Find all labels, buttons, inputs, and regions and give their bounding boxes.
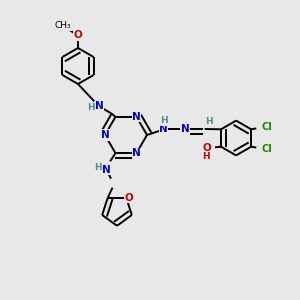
Text: Cl: Cl	[261, 122, 272, 132]
Text: N: N	[159, 124, 168, 134]
Text: Cl: Cl	[261, 144, 272, 154]
Text: CH₃: CH₃	[55, 21, 71, 30]
Text: H: H	[87, 103, 94, 112]
Text: N: N	[132, 112, 141, 122]
Text: O: O	[202, 143, 211, 153]
Text: N: N	[100, 130, 109, 140]
Text: H: H	[160, 116, 168, 125]
Text: N: N	[94, 101, 103, 111]
Text: N: N	[132, 148, 141, 158]
Text: N: N	[181, 124, 190, 134]
Text: N: N	[102, 165, 111, 175]
Text: H: H	[94, 163, 102, 172]
Text: H: H	[202, 152, 210, 161]
Text: H: H	[205, 117, 213, 126]
Text: O: O	[74, 30, 82, 40]
Text: O: O	[124, 193, 133, 202]
